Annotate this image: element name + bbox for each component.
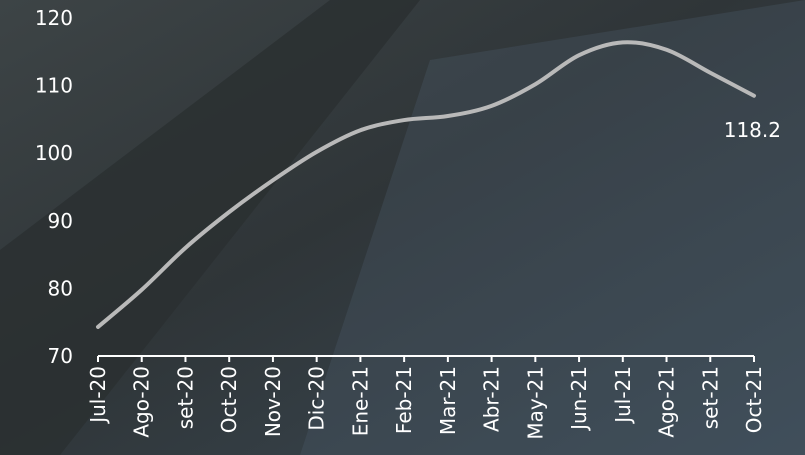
x-tick-label: Mar-21 — [436, 366, 460, 435]
y-tick-label: 80 — [48, 276, 73, 300]
x-tick-label: Oct-20 — [217, 366, 241, 433]
x-tick-label: Nov-20 — [261, 366, 285, 437]
x-tick-label: Ago-20 — [130, 366, 154, 438]
x-tick-label: set-20 — [173, 366, 197, 429]
x-tick-label: Abr-21 — [480, 366, 504, 432]
x-tick-label: Jul-20 — [86, 366, 110, 425]
site-area — [300, 0, 805, 455]
x-tick-label: Jul-21 — [611, 366, 635, 425]
y-tick-label: 100 — [35, 141, 73, 165]
y-tick-label: 90 — [48, 209, 73, 233]
x-tick-label: Ago-21 — [655, 366, 679, 438]
end-label: 118.2 — [724, 118, 781, 142]
x-tick-label: Feb-21 — [392, 366, 416, 434]
x-tick-label: May-21 — [523, 366, 547, 440]
x-tick-label: set-21 — [698, 366, 722, 429]
x-tick-label: Ene-21 — [348, 366, 372, 436]
y-tick-label: 120 — [35, 6, 73, 30]
y-tick-label: 70 — [48, 344, 73, 368]
y-tick-label: 110 — [35, 74, 73, 98]
line-series — [96, 40, 756, 329]
x-tick-label: Jun-21 — [567, 366, 591, 432]
x-tick-label: Dic-20 — [305, 366, 329, 431]
x-tick-label: Oct-21 — [742, 366, 766, 433]
